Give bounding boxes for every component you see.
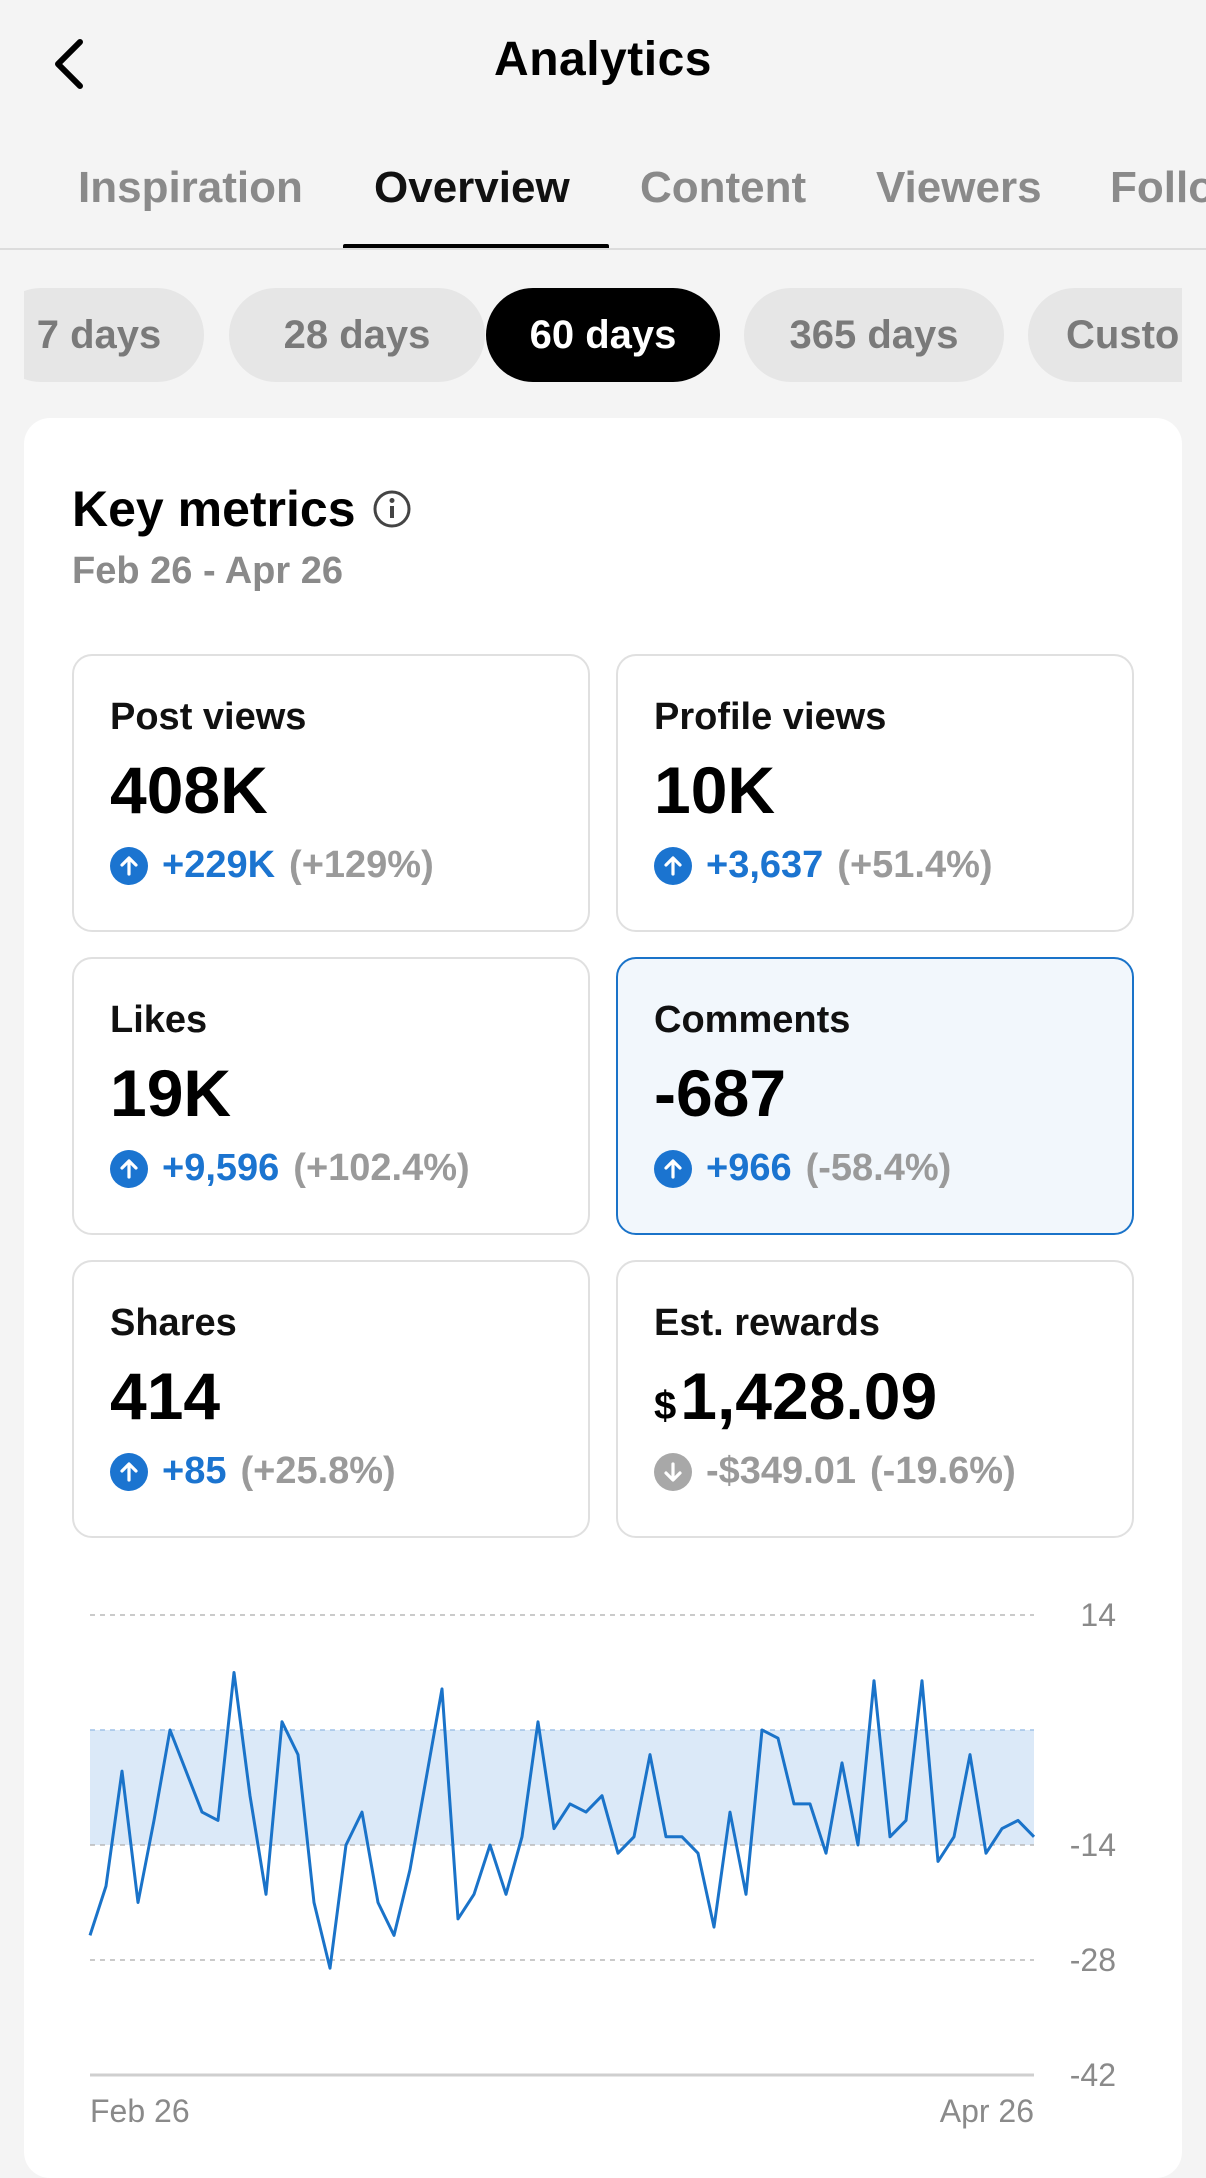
range-chip-28-days[interactable]: 28 days (229, 288, 485, 382)
metric-label: Likes (110, 999, 208, 1041)
metric-value: 10K (654, 753, 776, 827)
key-metrics-title: Key metrics (72, 481, 356, 537)
range-chip-365-days[interactable]: 365 days (744, 288, 1004, 382)
metric-value: 19K (110, 1056, 232, 1130)
currency-symbol: $ (654, 1384, 677, 1428)
y-tick-label: 14 (1080, 1597, 1116, 1633)
tab-overview[interactable]: Overview (374, 163, 570, 212)
metric-tile-likes[interactable]: Likes 19K +9,596 (+102.4%) (72, 957, 590, 1235)
metric-value: 408K (110, 753, 268, 827)
date-range-text: Feb 26 - Apr 26 (72, 550, 344, 592)
tab-followers[interactable]: Followers (1110, 163, 1206, 212)
tab-content[interactable]: Content (640, 163, 807, 212)
metric-label: Post views (110, 696, 307, 738)
arrow-up-icon (654, 1149, 692, 1188)
section-tabs: Inspiration Overview Content Viewers Fol… (0, 125, 1206, 250)
range-chip-60-days[interactable]: 60 days (486, 288, 720, 382)
metric-label: Profile views (654, 696, 887, 738)
y-tick-label: -28 (1070, 1942, 1116, 1978)
top-bar: Analytics (0, 0, 1206, 125)
metric-change-percent: (+51.4%) (837, 844, 993, 886)
tab-viewers[interactable]: Viewers (876, 163, 1042, 212)
y-tick-label: -42 (1070, 2057, 1116, 2093)
arrow-up-icon (110, 1452, 148, 1491)
x-end-label: Apr 26 (940, 2093, 1034, 2129)
metric-change-percent: (-19.6%) (870, 1450, 1016, 1492)
metric-change-absolute: +85 (162, 1450, 227, 1492)
metric-change: +229K (+129%) (110, 844, 434, 887)
metric-value: 414 (110, 1359, 221, 1433)
metric-change-percent: (+129%) (289, 844, 434, 886)
metric-tile-post-views[interactable]: Post views 408K +229K (+129%) (72, 654, 590, 932)
metric-change: -$349.01 (-19.6%) (654, 1450, 1016, 1493)
range-chip-custom[interactable]: Custom (1028, 288, 1182, 382)
metric-change-absolute: +229K (162, 844, 276, 886)
y-tick-label: -14 (1070, 1827, 1116, 1863)
back-button[interactable] (40, 28, 96, 100)
metric-value: -687 (654, 1056, 787, 1130)
metric-change-absolute: +966 (706, 1147, 792, 1189)
metric-tile-profile-views[interactable]: Profile views 10K +3,637 (+51.4%) (616, 654, 1134, 932)
metric-change: +9,596 (+102.4%) (110, 1147, 470, 1190)
metric-change-percent: (+102.4%) (293, 1147, 470, 1189)
series-line (88, 1671, 1036, 1970)
arrow-up-icon (110, 846, 148, 885)
metric-tile-comments[interactable]: Comments -687 +966 (-58.4%) (616, 957, 1134, 1235)
metric-label: Shares (110, 1302, 237, 1344)
active-tab-indicator (343, 244, 609, 248)
metric-value-wrap: $1,428.09 (654, 1358, 937, 1434)
key-metrics-heading: Key metrics (72, 480, 412, 538)
arrow-up-icon (654, 846, 692, 885)
metric-tile-shares[interactable]: Shares 414 +85 (+25.8%) (72, 1260, 590, 1538)
range-chip-7-days[interactable]: 7 days (24, 288, 204, 382)
metric-change-percent: (-58.4%) (805, 1147, 952, 1189)
metric-change-absolute: +3,637 (706, 844, 824, 886)
key-metrics-card: Key metrics Feb 26 - Apr 26 Post views 4… (24, 418, 1182, 2178)
x-start-label: Feb 26 (90, 2093, 190, 2129)
metric-change-percent: (+25.8%) (240, 1450, 396, 1492)
metric-tile-est-rewards[interactable]: Est. rewards $1,428.09 -$349.01 (-19.6%) (616, 1260, 1134, 1538)
metric-change-absolute: +9,596 (162, 1147, 280, 1189)
comments-line-chart: 14 -14 -28 -42 Feb 26 Apr 26 (88, 1597, 1116, 2129)
arrow-down-icon (654, 1452, 692, 1491)
info-icon[interactable] (372, 489, 412, 529)
metric-change-absolute: -$349.01 (706, 1450, 857, 1492)
chart-band (90, 1730, 1034, 1845)
metric-label: Est. rewards (654, 1302, 880, 1344)
metric-value: 1,428.09 (680, 1359, 938, 1433)
metric-change: +966 (-58.4%) (654, 1147, 951, 1190)
page-title: Analytics (494, 33, 712, 86)
arrow-up-icon (110, 1149, 148, 1188)
date-range-selector: 7 days 28 days 60 days 365 days Custom (24, 250, 1182, 400)
tab-inspiration[interactable]: Inspiration (78, 163, 303, 212)
metric-change: +3,637 (+51.4%) (654, 844, 993, 887)
metric-label: Comments (654, 999, 851, 1041)
metric-change: +85 (+25.8%) (110, 1450, 396, 1493)
chevron-left-icon (55, 39, 83, 89)
